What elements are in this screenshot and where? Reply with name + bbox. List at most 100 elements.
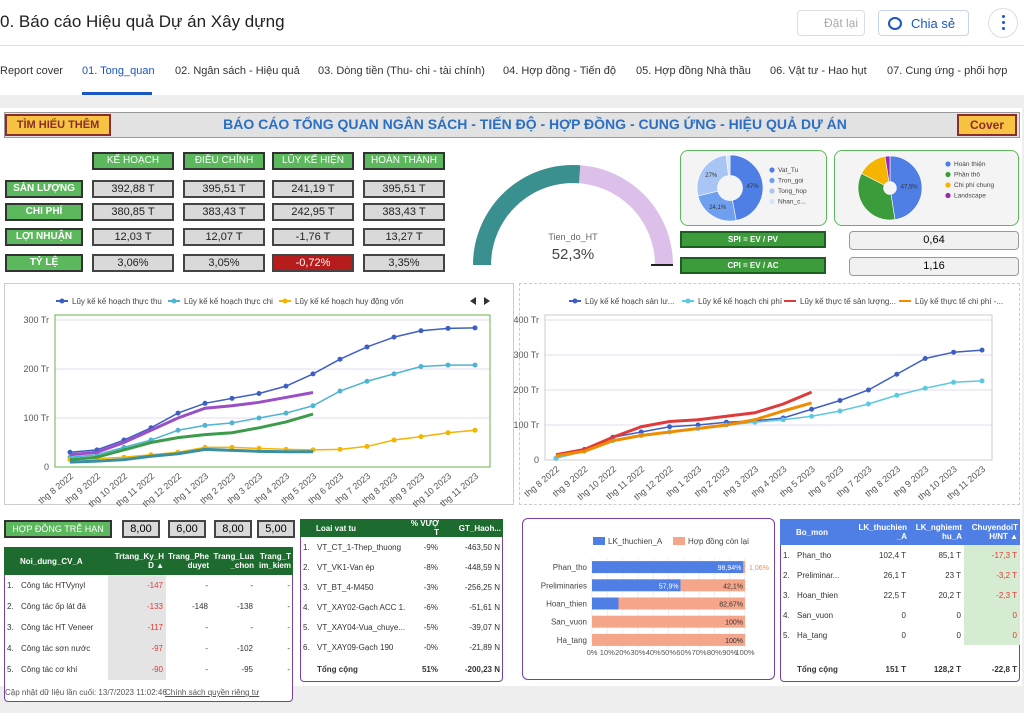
pie-slice bbox=[857, 173, 896, 221]
data-point bbox=[337, 388, 343, 394]
learn-more-button[interactable]: TÌM HIỂU THÊM bbox=[5, 114, 111, 136]
data-point bbox=[364, 378, 370, 384]
kpi-column-header: LŨY KẾ HIỆN TẠI bbox=[272, 152, 354, 180]
legend-label: Nhan_c... bbox=[778, 199, 806, 206]
data-point bbox=[865, 387, 871, 393]
y-tick-label: Hoan_thien bbox=[546, 600, 587, 609]
tab[interactable]: 06. Vật tư - Hao hụt bbox=[770, 65, 867, 77]
tab[interactable]: 04. Hợp đồng - Tiến độ bbox=[503, 65, 617, 77]
data-point bbox=[809, 413, 815, 419]
menu-dot bbox=[1002, 27, 1005, 30]
table-cell: -51,61 N bbox=[469, 602, 500, 612]
column-header: LK_thuchien_A bbox=[858, 523, 907, 541]
data-point bbox=[894, 392, 900, 398]
y-tick-label: 0 bbox=[44, 462, 49, 472]
kpi-column-header: KẾ HOẠCH bbox=[92, 152, 174, 170]
pie-label: 27% bbox=[705, 173, 718, 179]
table-cell: Preliminar... bbox=[797, 570, 840, 580]
column-header: Noi_dung_CV_A bbox=[20, 556, 83, 566]
kpi-value: -0,72% bbox=[272, 254, 354, 272]
total-cell: -22,8 T bbox=[991, 664, 1017, 674]
bar-segment bbox=[618, 597, 745, 610]
share-button[interactable]: Chia sẻ bbox=[878, 10, 969, 36]
legend-label: Tong_hop bbox=[778, 188, 807, 195]
menu-button[interactable] bbox=[988, 8, 1018, 38]
report-title: 0. Báo cáo Hiệu quả Dự án Xây dựng bbox=[0, 12, 285, 31]
tab-underline bbox=[82, 92, 152, 95]
table-cell: -148 bbox=[191, 602, 208, 611]
table-cell: 1. bbox=[783, 550, 790, 560]
series-line bbox=[69, 364, 475, 458]
late-value: 8,00 bbox=[122, 520, 160, 538]
kpi-value: 380,85 T bbox=[92, 203, 174, 221]
table-cell: Ha_tang bbox=[797, 630, 828, 640]
material-table bbox=[300, 519, 503, 682]
contract-table-header bbox=[4, 547, 293, 575]
tab[interactable]: 05. Hợp đồng Nhà thầu bbox=[636, 65, 751, 77]
x-tick-label: 60% bbox=[676, 648, 691, 657]
table-cell: -256,25 N bbox=[464, 582, 500, 592]
tab[interactable]: 03. Dòng tiền (Thu- chi - tài chính) bbox=[318, 65, 485, 77]
y-tick-label: 200 Tr bbox=[513, 385, 539, 395]
table-cell: 0 bbox=[964, 625, 1020, 645]
kpi-column-header: HOÀN THÀNH bbox=[363, 152, 445, 170]
series-line bbox=[69, 391, 314, 457]
series-line bbox=[69, 327, 476, 454]
data-point bbox=[979, 347, 985, 353]
y-tick-label: 300 Tr bbox=[23, 315, 49, 325]
kpi-row-label: CHI PHÍ bbox=[5, 203, 83, 221]
series-line bbox=[69, 412, 314, 462]
table-cell: -95 bbox=[241, 665, 253, 674]
legend-label: Landscape bbox=[954, 193, 986, 200]
data-point bbox=[283, 383, 289, 389]
total-cell: 128,2 T bbox=[933, 664, 961, 674]
table-cell: - bbox=[287, 581, 290, 590]
data-point bbox=[445, 430, 451, 436]
table-cell: 20,2 T bbox=[938, 590, 961, 600]
y-tick-label: Preliminaries bbox=[541, 581, 587, 590]
total-cell: 51% bbox=[421, 664, 438, 674]
y-tick-label: Ha_tang bbox=[557, 636, 587, 645]
legend-label: Hoàn thiện bbox=[954, 161, 986, 168]
table-cell: -0% bbox=[423, 642, 438, 652]
legend-label: Vat_Tu bbox=[778, 167, 799, 174]
cover-button[interactable]: Cover bbox=[957, 114, 1017, 136]
table-cell: -3% bbox=[423, 582, 438, 592]
tab[interactable]: 01. Tong_quan bbox=[82, 65, 155, 77]
data-point bbox=[256, 391, 262, 396]
data-point bbox=[175, 427, 181, 433]
bar-segment bbox=[680, 579, 745, 592]
table-cell: 4. bbox=[303, 602, 310, 612]
table-cell: 22,5 T bbox=[883, 590, 906, 600]
data-point bbox=[391, 334, 397, 340]
tab[interactable]: 07. Cung ứng - phối hợp bbox=[887, 65, 1008, 77]
legend-swatch bbox=[769, 198, 775, 205]
data-point bbox=[445, 362, 451, 368]
y-tick-label: Phan_tho bbox=[553, 563, 588, 572]
footer-privacy[interactable]: Chính sách quyền riêng tư bbox=[165, 688, 260, 697]
data-point bbox=[780, 417, 786, 423]
legend-label: Lũy kế kế hoạch thực thu bbox=[72, 297, 162, 306]
table-cell: 4. bbox=[7, 644, 14, 653]
table-cell: - bbox=[287, 644, 290, 653]
gauge-label: Tien_do_HT bbox=[548, 232, 598, 242]
bar-label: 57,9% bbox=[659, 583, 679, 590]
tab[interactable]: 02. Ngân sách - Hiệu quả bbox=[175, 65, 300, 77]
tab[interactable]: Report cover bbox=[0, 65, 63, 77]
table-cell: -21,89 N bbox=[469, 642, 500, 652]
table-cell: -138 bbox=[236, 602, 253, 611]
kpi-value: 242,95 T bbox=[272, 203, 354, 221]
table-cell: -8% bbox=[423, 562, 438, 572]
data-point bbox=[364, 344, 370, 350]
table-cell: 0 bbox=[901, 630, 906, 640]
legend-swatch bbox=[593, 537, 605, 545]
legend-swatch-dot bbox=[282, 298, 288, 304]
series-line bbox=[555, 401, 813, 458]
bar-panel bbox=[522, 518, 775, 680]
table-cell: - bbox=[287, 665, 290, 674]
table-cell: 2. bbox=[303, 562, 310, 572]
kpi-value: 383,43 T bbox=[363, 203, 445, 221]
reset-button[interactable]: Đặt lại bbox=[797, 10, 865, 36]
data-point bbox=[638, 429, 644, 435]
bar-segment bbox=[592, 561, 744, 574]
